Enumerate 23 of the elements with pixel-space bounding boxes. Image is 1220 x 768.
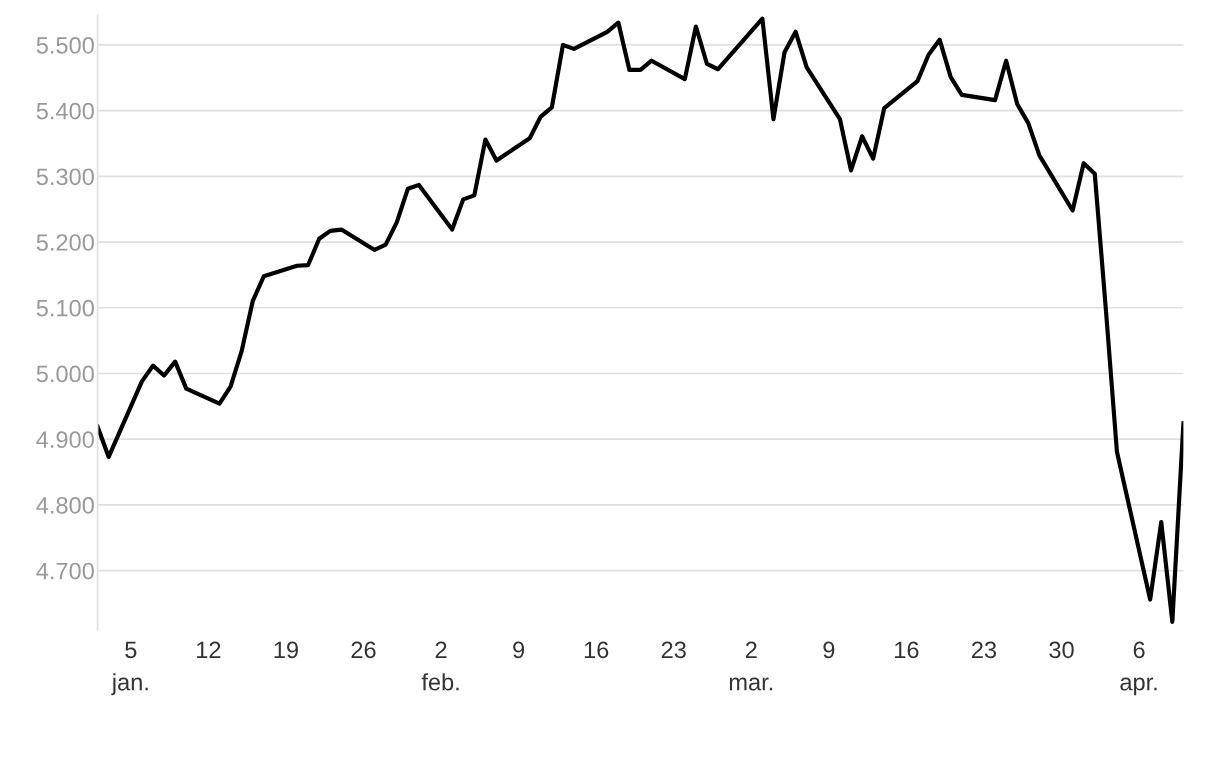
x-tick-label: 5 jan.	[111, 641, 148, 696]
x-tick-label: 23	[661, 641, 686, 659]
x-tick-label: 16	[584, 641, 609, 659]
x-tick-label: 2 feb.	[421, 641, 459, 691]
y-tick-label: 5.400	[36, 102, 94, 120]
x-tick-label: 12	[197, 641, 221, 658]
x-tick-label: 2 mar.	[729, 641, 773, 691]
y-tick-label: 5.500	[36, 37, 94, 54]
y-tick-label: 5.300	[36, 168, 94, 186]
y-tick-label: 4.900	[36, 431, 94, 448]
y-tick-label: 5.100	[36, 299, 94, 317]
x-tick-label: 26	[351, 641, 376, 659]
y-tick-label: 4.700	[36, 562, 94, 580]
y-tick-label: 4.800	[36, 496, 94, 514]
x-tick-label: 16	[895, 641, 919, 659]
x-tick-label: 19	[274, 641, 298, 659]
x-tick-label: 6 apr.	[1120, 641, 1157, 696]
x-tick-label: 23	[972, 641, 997, 659]
y-tick-label: 5.200	[36, 234, 94, 251]
x-tick-label: 9	[513, 641, 525, 659]
y-tick-label: 5.000	[36, 365, 94, 383]
x-tick-label: 9	[823, 641, 835, 659]
x-tick-label: 30	[1049, 641, 1074, 659]
